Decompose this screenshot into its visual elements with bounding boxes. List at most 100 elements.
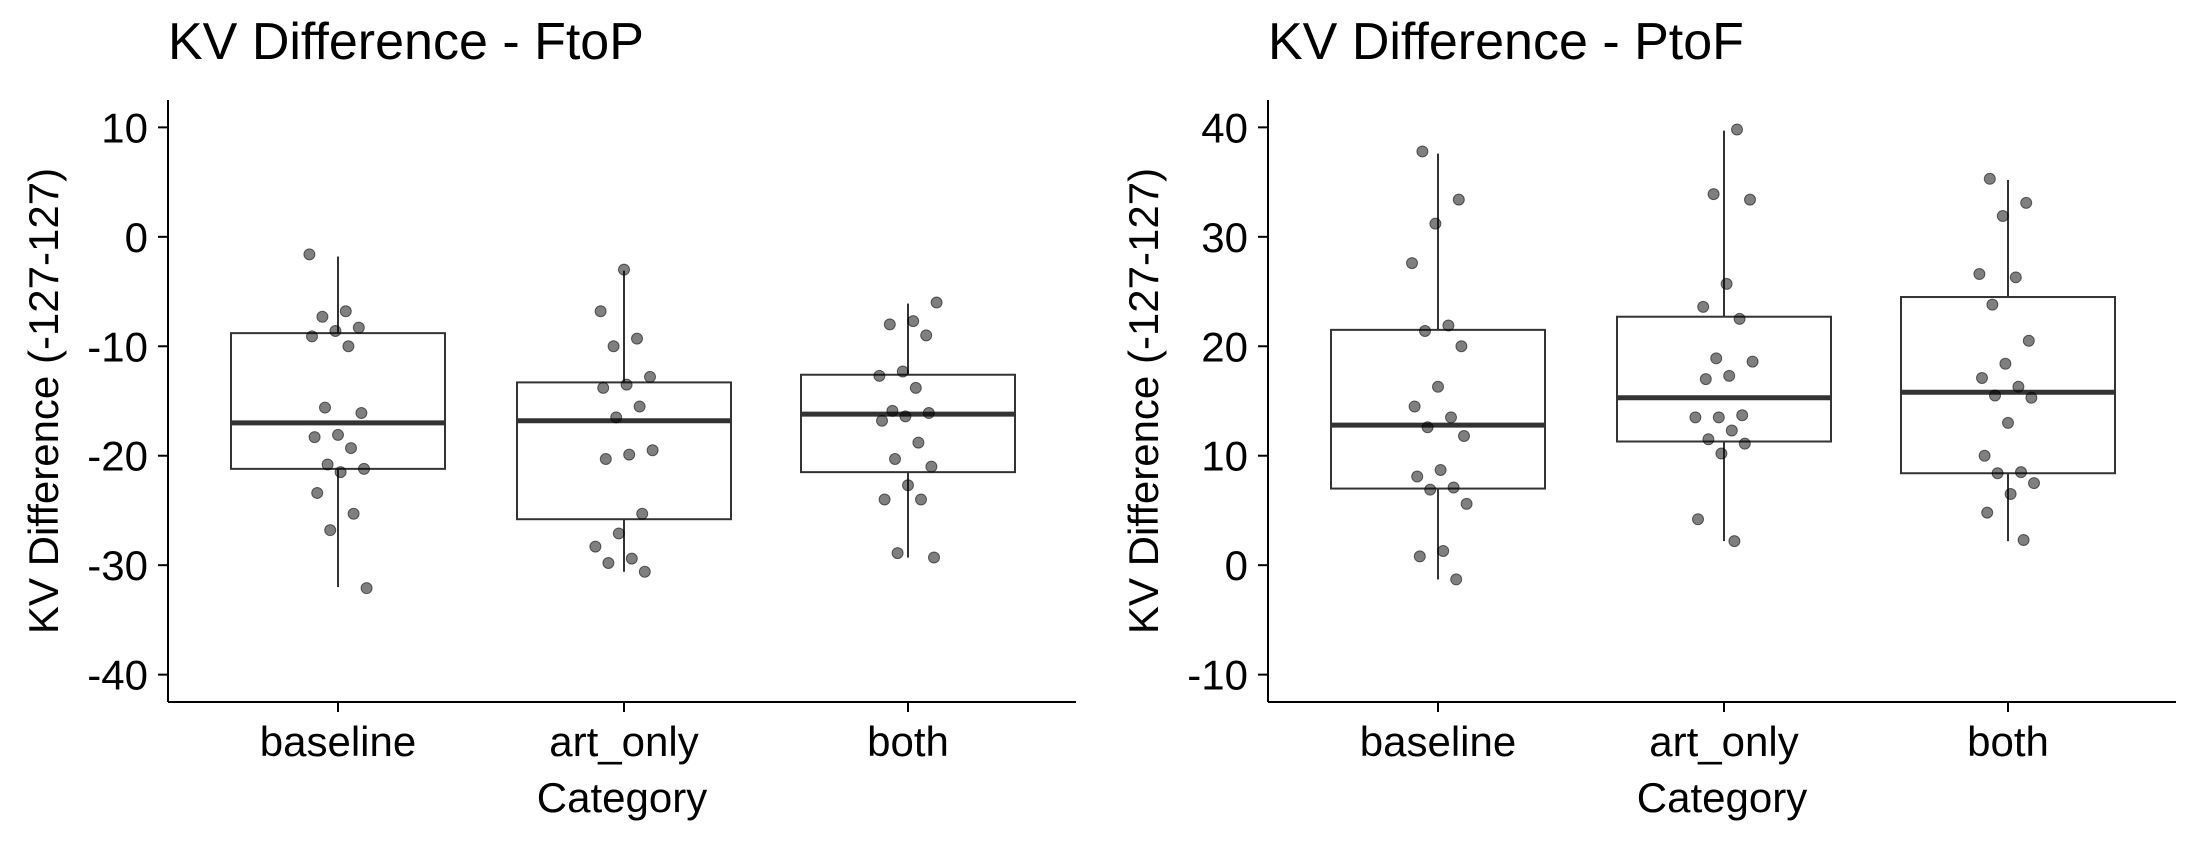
data-point: [930, 296, 943, 309]
data-point: [594, 305, 607, 318]
data-point: [2020, 196, 2033, 209]
data-point: [2004, 488, 2017, 501]
data-point: [1419, 324, 1431, 337]
data-point: [1445, 411, 1457, 424]
data-point: [889, 453, 901, 466]
data-point: [1434, 463, 1447, 476]
y-tick-label: 40: [1201, 104, 1248, 151]
data-point: [589, 540, 602, 553]
x-tick-label: both: [867, 718, 949, 765]
iqr-box: [800, 373, 1016, 474]
box-baseline: [1330, 153, 1546, 580]
data-point: [631, 332, 643, 345]
chart-panel-ptof: KV Difference - PtoF 40 30 20 10 0 -10 KV Diff…: [1100, 0, 2200, 846]
data-point: [319, 401, 331, 414]
data-point: [1710, 352, 1723, 365]
data-point: [2012, 380, 2025, 393]
data-point: [1976, 372, 1988, 385]
data-point: [1736, 409, 1749, 422]
data-point: [332, 428, 344, 441]
data-point: [360, 582, 373, 595]
data-point: [625, 552, 638, 565]
data-point: [878, 493, 891, 506]
data-point: [1978, 449, 1991, 462]
data-point: [316, 310, 329, 323]
chart-title: KV Difference - PtoF: [1268, 13, 1744, 71]
data-point: [1991, 467, 2004, 480]
data-point: [1413, 550, 1426, 563]
y-tick-label: 10: [101, 104, 148, 151]
data-point: [1458, 430, 1470, 443]
data-point: [1406, 257, 1418, 270]
y-tick-label: 0: [125, 214, 148, 261]
x-tick-label: art_only: [549, 718, 698, 765]
data-point: [925, 460, 938, 473]
data-point: [915, 493, 927, 506]
data-point: [907, 315, 920, 328]
data-point: [1424, 483, 1437, 496]
data-point: [1421, 421, 1434, 434]
data-point: [1437, 544, 1450, 557]
data-point: [636, 507, 649, 520]
data-point: [1697, 300, 1710, 313]
data-point: [334, 466, 347, 479]
data-point: [876, 414, 888, 427]
iqr-box: [230, 332, 446, 470]
data-point: [644, 370, 656, 383]
chart-title: KV Difference - FtoP: [168, 13, 644, 71]
data-point: [623, 448, 636, 461]
data-point: [1455, 340, 1468, 353]
x-tick-label: art_only: [1649, 718, 1798, 765]
data-point: [2022, 334, 2035, 347]
data-point: [602, 556, 615, 569]
data-point: [1442, 319, 1455, 332]
data-point: [883, 318, 896, 331]
data-point: [633, 400, 646, 413]
data-point: [902, 479, 914, 492]
data-point: [1715, 447, 1728, 460]
iqr-box: [1616, 315, 1832, 443]
data-point: [1725, 424, 1738, 437]
iqr-box: [1900, 296, 2116, 475]
y-tick-label: -40: [87, 652, 148, 699]
data-point: [646, 444, 659, 457]
data-point: [2015, 466, 2027, 479]
data-point: [1728, 535, 1741, 548]
data-point: [873, 369, 886, 382]
y-tick-label: -10: [87, 323, 148, 370]
data-point: [1408, 400, 1421, 413]
data-point: [1699, 373, 1712, 386]
data-point: [1702, 433, 1715, 446]
y-tick-label: 10: [1201, 433, 1248, 480]
data-point: [912, 436, 925, 449]
box-both: [1900, 179, 2116, 542]
data-point: [2002, 416, 2014, 429]
data-point: [1996, 210, 2009, 223]
data-point: [2028, 477, 2040, 490]
data-point: [311, 486, 324, 499]
data-point: [1707, 188, 1720, 201]
y-axis-label: KV Difference (-127-127): [20, 168, 67, 634]
box-both: [800, 303, 1016, 558]
data-point: [339, 305, 352, 318]
data-point: [1981, 506, 1994, 519]
data-point: [620, 378, 633, 391]
iqr-box: [1330, 328, 1546, 490]
data-point: [1731, 123, 1743, 136]
x-tick-label: baseline: [1360, 718, 1516, 765]
y-tick-label: 0: [1225, 542, 1248, 589]
data-point: [1689, 411, 1702, 424]
data-point: [358, 462, 370, 475]
data-point: [1733, 312, 1746, 325]
data-point: [886, 404, 899, 417]
data-point: [303, 248, 316, 261]
data-point: [1744, 193, 1756, 206]
data-point: [1989, 389, 2001, 402]
data-point: [1460, 497, 1473, 510]
data-point: [612, 527, 625, 540]
data-point: [329, 324, 342, 337]
data-point: [355, 407, 368, 420]
data-point: [1452, 193, 1465, 206]
data-point: [342, 340, 355, 353]
data-point: [1429, 217, 1442, 230]
